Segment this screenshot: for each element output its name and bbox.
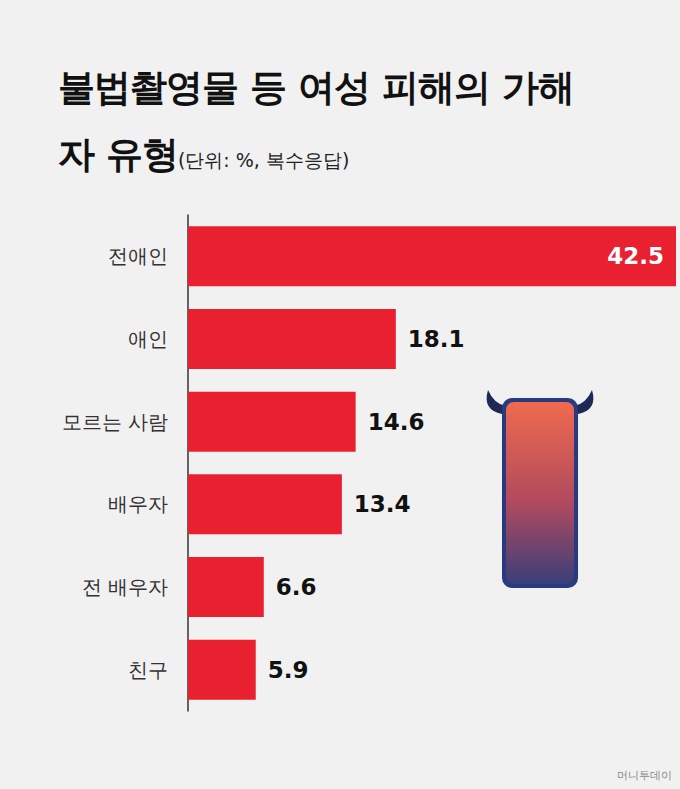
svg-text:6.6: 6.6 bbox=[276, 574, 317, 600]
svg-text:배우자: 배우자 bbox=[108, 492, 168, 516]
html-text:불법촬영물 등 여성 피해의 가해자 유형(단위: %, 복: 불법촬영물 등 여성 피해의 가해자 유형(단위: %, 복수응답) bbox=[58, 66, 574, 176]
svg-text:42.5: 42.5 bbox=[607, 243, 664, 269]
svg-text:18.1: 18.1 bbox=[408, 326, 465, 352]
svg-text:5.9: 5.9 bbox=[268, 657, 309, 683]
svg-text:모르는 사람: 모르는 사람 bbox=[62, 410, 168, 434]
html-text:머니투데이: 머니투데이 bbox=[617, 769, 672, 782]
svg-text:전 배우자: 전 배우자 bbox=[82, 575, 168, 599]
svg-text:전애인: 전애인 bbox=[108, 244, 168, 268]
svg-text:애인: 애인 bbox=[128, 327, 168, 351]
svg-text:14.6: 14.6 bbox=[368, 409, 425, 435]
svg-text:친구: 친구 bbox=[128, 658, 168, 682]
svg-text:13.4: 13.4 bbox=[354, 491, 411, 517]
